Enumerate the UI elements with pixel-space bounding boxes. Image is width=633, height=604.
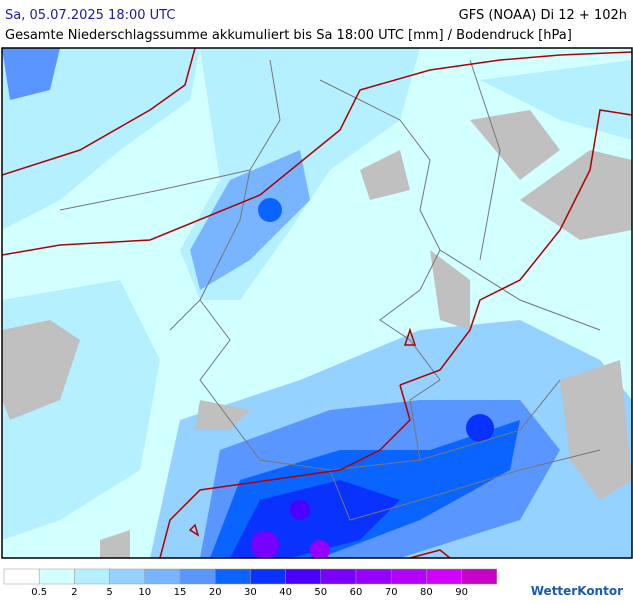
legend-swatch [250,568,286,585]
legend-label: 20 [209,587,222,598]
legend-swatch [3,568,40,585]
legend-label: 40 [279,587,292,598]
legend-label: 0.5 [31,587,47,598]
legend-swatch [320,568,357,585]
legend-label: 60 [350,587,363,598]
subtitle: Gesamte Niederschlagssumme akkumuliert b… [5,28,572,43]
legend-swatch [144,568,181,585]
model-run: GFS (NOAA) Di 12 + 102h [459,8,627,23]
map [1,47,633,559]
legend-swatch [179,568,216,585]
legend-swatch [461,568,498,585]
legend-swatch [214,568,251,585]
legend-label: 15 [174,587,187,598]
logo: WetterKontor [531,584,623,598]
legend-label: 10 [138,587,151,598]
legend-swatch [355,568,392,585]
legend-swatch [38,568,75,585]
legend-swatch [74,568,110,585]
legend-label: 70 [385,587,398,598]
legend-label: 30 [244,587,257,598]
legend-swatch [109,568,146,585]
legend-label: 5 [106,587,112,598]
legend-swatch [426,568,462,585]
legend-swatch [390,568,427,585]
legend: 0.5 2 5 10 15 20 30 40 50 60 70 80 90 [3,568,498,598]
legend-label: 2 [71,587,77,598]
legend-label: 90 [455,587,468,598]
legend-swatch [285,568,322,585]
datetime: Sa, 05.07.2025 18:00 UTC [5,8,175,23]
legend-label: 50 [314,587,327,598]
legend-label: 80 [420,587,433,598]
